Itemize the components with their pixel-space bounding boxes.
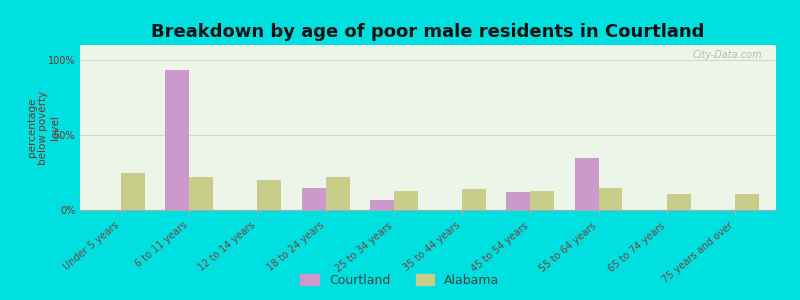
Bar — [530, 190, 554, 210]
Bar — [598, 188, 622, 210]
Bar — [370, 200, 394, 210]
Bar — [326, 177, 350, 210]
Bar — [574, 158, 598, 210]
Bar — [121, 172, 145, 210]
Bar — [462, 189, 486, 210]
Bar — [735, 194, 759, 210]
Bar — [258, 180, 282, 210]
Bar — [189, 177, 213, 210]
Bar — [506, 192, 530, 210]
Legend: Courtland, Alabama: Courtland, Alabama — [297, 270, 503, 291]
Bar — [302, 188, 326, 210]
Text: City-Data.com: City-Data.com — [693, 50, 762, 60]
Bar — [667, 194, 690, 210]
Bar — [394, 190, 418, 210]
Title: Breakdown by age of poor male residents in Courtland: Breakdown by age of poor male residents … — [151, 23, 705, 41]
Bar — [166, 70, 189, 210]
Y-axis label: percentage
below poverty
level: percentage below poverty level — [27, 90, 60, 165]
